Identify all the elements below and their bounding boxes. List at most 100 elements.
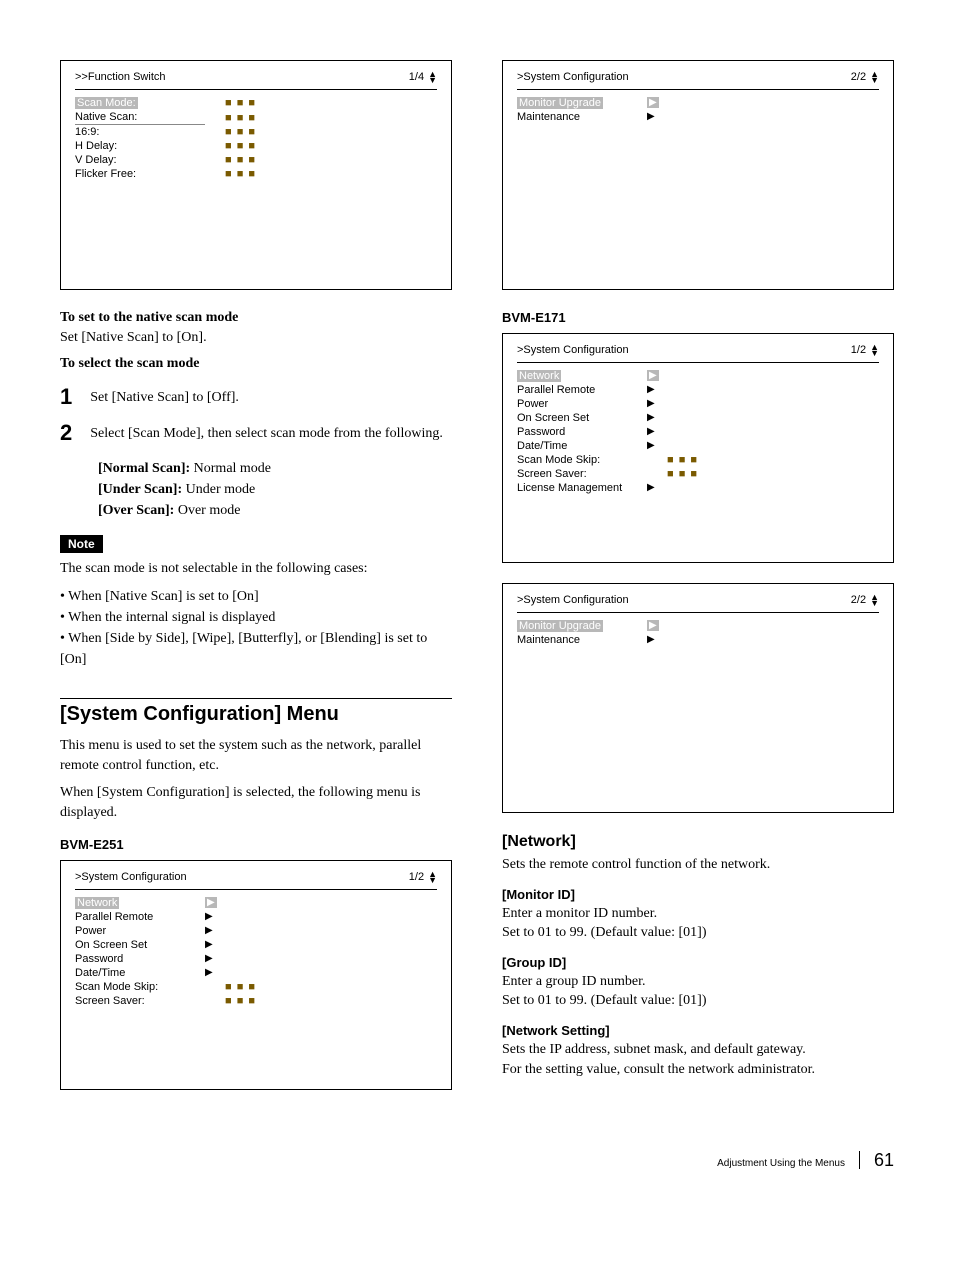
menu-row-label: Scan Mode:	[75, 96, 205, 110]
menu-page: 2/2	[851, 594, 866, 606]
menu-row-value: ■ ■ ■	[225, 111, 275, 125]
menu-row-label: Screen Saver:	[517, 467, 647, 481]
submenu-arrow-icon: ▶	[647, 633, 667, 647]
menu-row: Password▶	[517, 425, 879, 439]
menu-page: 2/2	[851, 71, 866, 83]
note-intro: The scan mode is not selectable in the f…	[60, 559, 452, 579]
step-text: Set [Native Scan] to [Off].	[90, 386, 239, 408]
network-setting-t1: Sets the IP address, subnet mask, and de…	[502, 1040, 894, 1060]
text-set-native-on: Set [Native Scan] to [On].	[60, 328, 452, 348]
menu-row-label: Native Scan:	[75, 110, 205, 125]
page-arrows-icon: ▲▼	[870, 594, 879, 606]
menu-page: 1/2	[851, 344, 866, 356]
group-id-t2: Set to 01 to 99. (Default value: [01])	[502, 991, 894, 1011]
menu-row: Power▶	[517, 397, 879, 411]
submenu-arrow-icon: ▶	[647, 110, 667, 124]
menu-row-value: ■ ■ ■	[225, 125, 275, 139]
menu-row-label: Monitor Upgrade	[517, 96, 647, 110]
page-arrows-icon: ▲▼	[870, 71, 879, 83]
menu-row: Screen Saver: ■ ■ ■	[517, 467, 879, 481]
step-number: 1	[60, 386, 72, 408]
menu-row-label: Maintenance	[517, 633, 647, 647]
note-badge: Note	[60, 535, 103, 553]
under-scan-val: Under mode	[182, 482, 255, 497]
note-bullet: When [Side by Side], [Wipe], [Butterfly]…	[60, 628, 452, 670]
menu-row-label: Scan Mode Skip:	[517, 453, 647, 467]
network-setting-heading: [Network Setting]	[502, 1023, 894, 1038]
menu-row: Parallel Remote▶	[517, 383, 879, 397]
submenu-arrow-icon: ▶	[205, 952, 225, 966]
menu-title: >System Configuration	[75, 871, 187, 883]
menu-row-label: Screen Saver:	[75, 994, 205, 1008]
submenu-arrow-icon: ▶	[205, 966, 225, 980]
menu-row: V Delay: ■ ■ ■	[75, 153, 437, 167]
normal-scan-val: Normal mode	[190, 461, 271, 476]
menu-row-value: ■ ■ ■	[225, 153, 275, 167]
menu-row-value: ■ ■ ■	[667, 467, 717, 481]
menu-row: Parallel Remote▶	[75, 910, 437, 924]
menu-row-value: ■ ■ ■	[225, 96, 275, 110]
menu-row-label: Password	[75, 952, 205, 966]
heading-native-scan: To set to the native scan mode	[60, 310, 452, 326]
menu-row-label: Monitor Upgrade	[517, 619, 647, 633]
sysconfig-menu-e171-p1: >System Configuration 1/2 ▲▼ Network▶Par…	[502, 333, 894, 563]
menu-row: Date/Time▶	[75, 966, 437, 980]
step-number: 2	[60, 422, 72, 444]
menu-row-label: Password	[517, 425, 647, 439]
menu-row-label: Power	[517, 397, 647, 411]
menu-row-label: On Screen Set	[517, 411, 647, 425]
sysconfig-menu-e171-p2: >System Configuration 2/2 ▲▼ Monitor Upg…	[502, 583, 894, 813]
under-scan-label: [Under Scan]:	[98, 482, 182, 497]
submenu-arrow-icon: ▶	[647, 411, 667, 425]
submenu-arrow-icon: ▶	[647, 481, 667, 495]
network-setting-t2: For the setting value, consult the netwo…	[502, 1060, 894, 1080]
menu-row-label: Flicker Free:	[75, 167, 205, 181]
note-bullet: When [Native Scan] is set to [On]	[60, 586, 452, 607]
footer-divider	[859, 1151, 860, 1169]
menu-title: >System Configuration	[517, 71, 629, 83]
menu-title: >>Function Switch	[75, 71, 166, 83]
page-footer: Adjustment Using the Menus 61	[60, 1150, 894, 1171]
menu-row-label: 16:9:	[75, 125, 205, 139]
submenu-arrow-icon: ▶	[647, 425, 667, 439]
menu-row: Maintenance▶	[517, 633, 879, 647]
submenu-arrow-icon: ▶	[647, 397, 667, 411]
menu-row: License Management▶	[517, 481, 879, 495]
menu-row: Native Scan: ■ ■ ■	[75, 110, 437, 125]
menu-row: 16:9: ■ ■ ■	[75, 125, 437, 139]
menu-row-label: Scan Mode Skip:	[75, 980, 205, 994]
note-bullet: When the internal signal is displayed	[60, 607, 452, 628]
step-1: 1 Set [Native Scan] to [Off].	[60, 386, 452, 408]
menu-row: Password▶	[75, 952, 437, 966]
menu-row: On Screen Set▶	[75, 938, 437, 952]
page-arrows-icon: ▲▼	[428, 871, 437, 883]
menu-page: 1/2	[409, 871, 424, 883]
menu-row-label: Maintenance	[517, 110, 647, 124]
submenu-arrow-icon: ▶	[647, 383, 667, 397]
menu-row-label: Date/Time	[517, 439, 647, 453]
submenu-arrow-icon: ▶	[647, 96, 667, 110]
sysconfig-menu-e251-p1: >System Configuration 1/2 ▲▼ Network▶Par…	[60, 860, 452, 1090]
menu-row-label: Power	[75, 924, 205, 938]
menu-row-label: V Delay:	[75, 153, 205, 167]
menu-row: Scan Mode Skip:■ ■ ■	[75, 980, 437, 994]
submenu-arrow-icon: ▶	[205, 896, 225, 910]
menu-row-label: Network	[517, 369, 647, 383]
footer-page-number: 61	[874, 1150, 894, 1171]
monitor-id-heading: [Monitor ID]	[502, 887, 894, 902]
footer-text: Adjustment Using the Menus	[717, 1158, 845, 1169]
menu-row: On Screen Set▶	[517, 411, 879, 425]
right-column: >System Configuration 2/2 ▲▼ Monitor Upg…	[502, 60, 894, 1110]
group-id-t1: Enter a group ID number.	[502, 972, 894, 992]
menu-row-value: ■ ■ ■	[667, 453, 717, 467]
monitor-id-t2: Set to 01 to 99. (Default value: [01])	[502, 923, 894, 943]
model-heading-e171: BVM-E171	[502, 310, 894, 325]
left-column: >>Function Switch 1/4 ▲▼ Scan Mode:■ ■ ■…	[60, 60, 452, 1110]
menu-row: H Delay:■ ■ ■	[75, 139, 437, 153]
menu-row-label: Parallel Remote	[517, 383, 647, 397]
menu-title: >System Configuration	[517, 594, 629, 606]
over-scan-val: Over mode	[174, 503, 240, 518]
menu-row: Screen Saver:■ ■ ■	[75, 994, 437, 1008]
menu-row-value: ■ ■ ■	[225, 167, 275, 181]
submenu-arrow-icon: ▶	[205, 924, 225, 938]
